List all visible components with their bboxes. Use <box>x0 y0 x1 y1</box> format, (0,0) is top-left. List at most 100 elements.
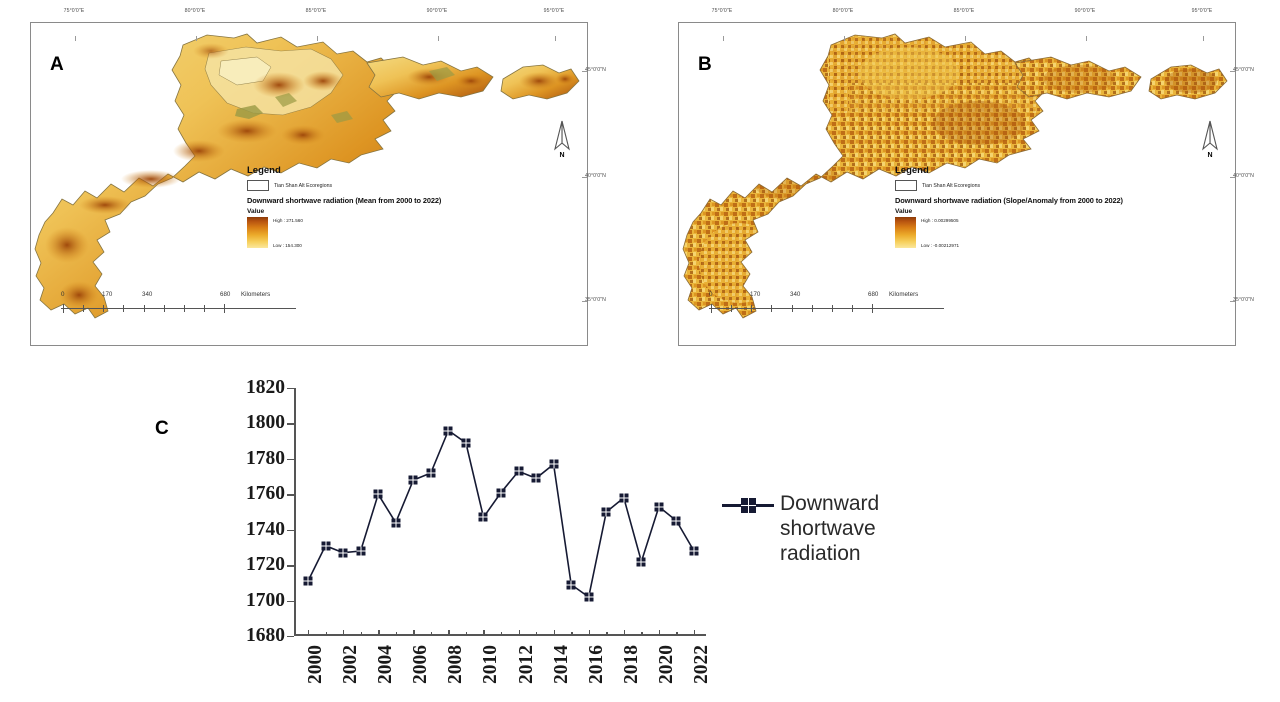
x-tick-label: 2006 <box>410 645 432 684</box>
y-axis-line <box>294 388 296 636</box>
lat-axis-label: 35°0'0"N <box>1233 297 1254 303</box>
lat-tick <box>582 177 587 178</box>
lon-tick <box>844 36 845 41</box>
data-point <box>303 576 313 586</box>
x-tick-label: 2010 <box>480 645 502 684</box>
north-arrow-a: N <box>549 119 575 163</box>
data-point <box>321 541 331 551</box>
data-point <box>689 546 699 556</box>
y-tick <box>287 458 294 461</box>
lon-axis-label: 95°0'0"E <box>543 8 565 14</box>
x-tick-label: 2016 <box>585 645 607 684</box>
lon-axis-label: 95°0'0"E <box>1191 8 1213 14</box>
data-point <box>584 592 594 602</box>
data-point <box>549 459 559 469</box>
data-point <box>443 426 453 435</box>
lon-axis-label: 80°0'0"E <box>184 8 206 14</box>
panel-label-a: A <box>50 54 65 75</box>
x-tick-label: 2012 <box>515 645 537 684</box>
x-tick <box>378 630 380 636</box>
y-tick <box>287 636 294 638</box>
x-tick-label: 2002 <box>340 645 362 684</box>
lat-tick <box>1230 301 1235 302</box>
lat-axis-label: 40°0'0"N <box>1233 173 1254 179</box>
y-tick-label: 1700 <box>246 589 285 611</box>
tian-shan-map-slope <box>682 33 1228 319</box>
scalebar-tick-label: 0 <box>61 291 65 298</box>
data-point <box>531 473 541 483</box>
lon-axis-label: 80°0'0"E <box>832 8 854 14</box>
data-point <box>408 475 418 485</box>
ecoregion-swatch <box>247 180 269 191</box>
map-panel-a: Legend Tian Shan Alt Ecoregions Downward… <box>8 8 608 360</box>
x-tick <box>325 632 327 636</box>
color-ramp-swatch <box>247 217 268 248</box>
lat-axis-label: 45°0'0"N <box>1233 67 1254 73</box>
map-canvas-b <box>679 23 1235 345</box>
x-tick-label: 2004 <box>375 645 397 684</box>
lon-axis-label: 85°0'0"E <box>305 8 327 14</box>
x-tick <box>641 632 643 636</box>
y-tick-label: 1740 <box>246 518 285 540</box>
data-point <box>654 502 664 512</box>
lon-axis-label: 90°0'0"E <box>426 8 448 14</box>
legend-color-ramp-row: High : 0.00299505 Low : -0.00212971 <box>895 217 1123 248</box>
map-legend-a: Legend Tian Shan Alt Ecoregions Downward… <box>247 165 441 248</box>
ramp-low-label: Low : -0.00212971 <box>921 243 960 248</box>
x-tick <box>553 630 556 636</box>
legend-series-label: Downward shortwave radiation <box>780 492 880 565</box>
y-tick-label: 1820 <box>246 377 285 398</box>
data-point <box>338 548 348 558</box>
scalebar-tick-label: 680 <box>868 291 879 298</box>
ramp-high-label: High : 271.560 <box>273 218 303 223</box>
map-frame-a: Legend Tian Shan Alt Ecoregions Downward… <box>30 22 588 346</box>
x-tick <box>518 630 520 636</box>
lon-axis-label: 75°0'0"E <box>63 8 85 14</box>
scalebar-tick-label: 170 <box>102 291 113 298</box>
panel-label-b: B <box>698 54 713 75</box>
scalebar-tick-label: 340 <box>790 291 801 298</box>
data-point <box>356 546 366 556</box>
lon-axis-label: 90°0'0"E <box>1074 8 1096 14</box>
scalebar-tick-label: 0 <box>709 291 713 298</box>
x-axis-line <box>294 634 706 636</box>
x-tick <box>360 632 363 636</box>
data-point <box>426 468 436 478</box>
legend-variable-label: Downward shortwave radiation (Mean from … <box>247 196 442 205</box>
map-panel-b: Legend Tian Shan Alt Ecoregions Downward… <box>656 8 1256 360</box>
series-polyline <box>307 429 695 599</box>
x-tick <box>571 632 573 636</box>
scalebar-tick-label: 340 <box>142 291 153 298</box>
legend-ecoregion-row: Tian Shan Alt Ecoregions <box>247 180 441 191</box>
lat-axis-label: 45°0'0"N <box>585 67 606 73</box>
x-tick-label: 2022 <box>691 645 712 684</box>
x-tick-label: 2000 <box>305 645 326 684</box>
x-tick <box>465 632 468 636</box>
scalebar-a: 0 170 340 680 Kilometers <box>61 291 296 313</box>
x-tick <box>395 632 398 636</box>
lon-tick <box>317 36 318 41</box>
lat-tick <box>1230 71 1235 72</box>
north-arrow-icon <box>554 120 570 151</box>
y-tick <box>287 529 294 532</box>
lat-tick <box>582 301 587 302</box>
map-canvas-a <box>31 23 587 345</box>
data-point <box>478 512 488 522</box>
data-point <box>461 438 471 448</box>
scalebar-tick-label: 680 <box>220 291 231 298</box>
lon-tick <box>75 36 76 41</box>
scalebar-unit-label: Kilometers <box>241 291 271 298</box>
data-point <box>671 516 681 526</box>
y-tick <box>287 494 294 496</box>
map-frame-b: Legend Tian Shan Alt Ecoregions Downward… <box>678 22 1236 346</box>
legend-variable-label: Downward shortwave radiation (Slope/Anom… <box>895 196 1123 205</box>
north-label: N <box>559 152 565 159</box>
x-tick <box>623 630 626 636</box>
y-tick-label: 1760 <box>246 483 285 505</box>
lon-axis-label: 85°0'0"E <box>953 8 975 14</box>
north-label: N <box>1207 152 1213 159</box>
lon-tick <box>438 36 439 41</box>
y-tick-label: 1680 <box>246 625 285 646</box>
lon-tick <box>723 36 724 41</box>
x-tick <box>448 630 450 636</box>
